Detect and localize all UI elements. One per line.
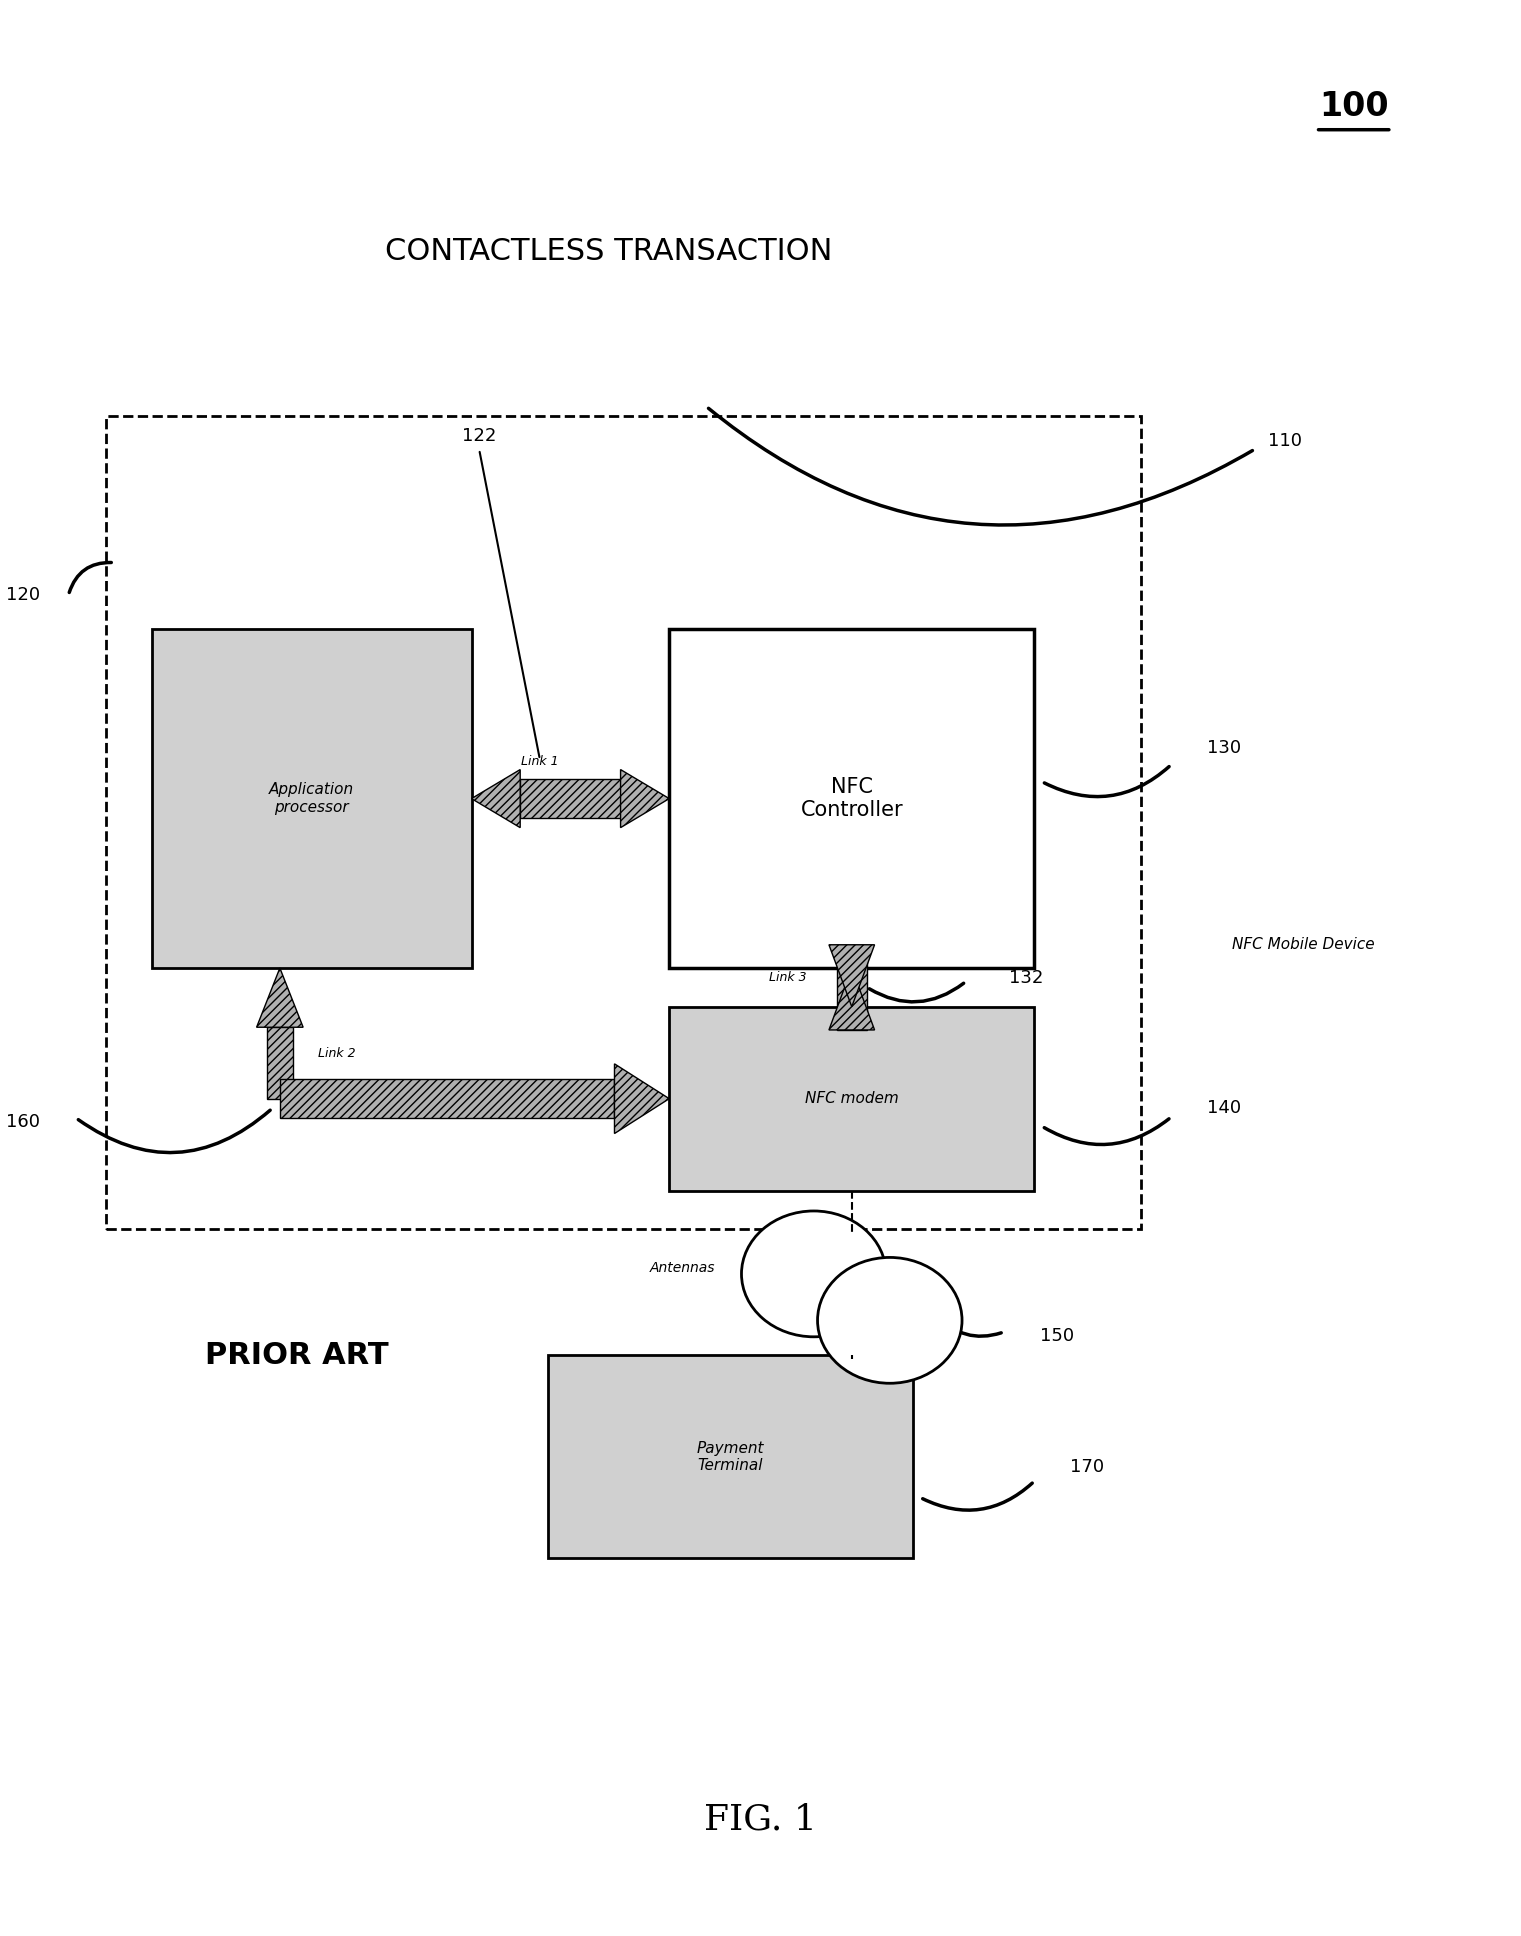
Ellipse shape <box>818 1258 961 1382</box>
Polygon shape <box>621 769 669 827</box>
Text: 132: 132 <box>1010 968 1043 987</box>
FancyBboxPatch shape <box>152 629 472 968</box>
FancyBboxPatch shape <box>669 1007 1034 1191</box>
Polygon shape <box>257 968 303 1028</box>
Text: NFC Mobile Device: NFC Mobile Device <box>1232 937 1375 953</box>
Text: 170: 170 <box>1071 1458 1104 1475</box>
Polygon shape <box>837 945 867 1030</box>
Text: 140: 140 <box>1208 1100 1241 1117</box>
Polygon shape <box>266 1028 292 1100</box>
Text: Link 3: Link 3 <box>768 972 806 983</box>
Text: Payment
Terminal: Payment Terminal <box>697 1440 764 1473</box>
Polygon shape <box>520 778 621 817</box>
Text: NFC modem: NFC modem <box>805 1092 899 1105</box>
Polygon shape <box>829 945 875 1007</box>
Text: 122: 122 <box>462 426 496 445</box>
Text: Application
processor: Application processor <box>269 782 354 815</box>
Text: 110: 110 <box>1269 432 1302 451</box>
Text: Link 1: Link 1 <box>522 755 558 767</box>
FancyBboxPatch shape <box>669 629 1034 968</box>
Text: 160: 160 <box>6 1113 40 1131</box>
Text: 130: 130 <box>1208 740 1241 757</box>
Polygon shape <box>614 1065 669 1134</box>
FancyBboxPatch shape <box>548 1355 913 1558</box>
Polygon shape <box>829 968 875 1030</box>
Text: CONTACTLESS TRANSACTION: CONTACTLESS TRANSACTION <box>385 238 832 265</box>
Text: FIG. 1: FIG. 1 <box>704 1802 817 1837</box>
Text: Link 2: Link 2 <box>318 1047 356 1059</box>
Polygon shape <box>280 1078 614 1119</box>
Ellipse shape <box>742 1212 885 1336</box>
Text: NFC
Controller: NFC Controller <box>800 776 903 821</box>
Text: PRIOR ART: PRIOR ART <box>205 1342 388 1369</box>
Text: Antennas: Antennas <box>649 1260 715 1276</box>
Text: 150: 150 <box>1040 1326 1074 1346</box>
Polygon shape <box>472 769 520 827</box>
Text: 100: 100 <box>1319 89 1389 124</box>
Text: 120: 120 <box>6 587 40 604</box>
